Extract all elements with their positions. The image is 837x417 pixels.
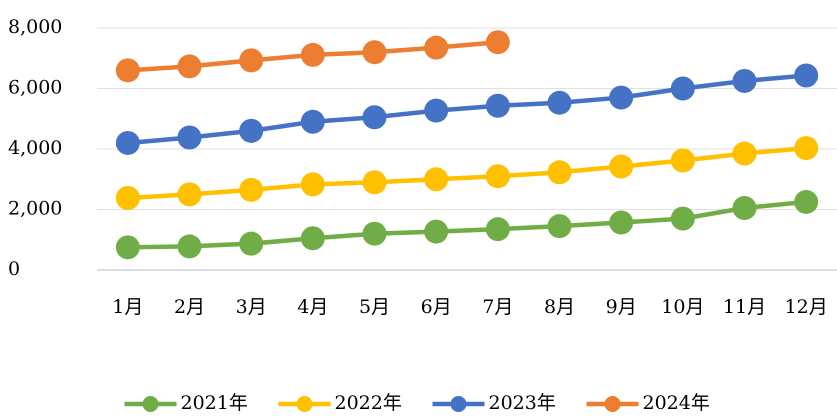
data-point bbox=[300, 42, 325, 67]
data-point bbox=[424, 35, 449, 60]
data-point bbox=[115, 58, 140, 83]
data-point bbox=[177, 54, 202, 79]
legend-label: 2021年 bbox=[181, 392, 248, 414]
data-point bbox=[362, 40, 387, 65]
data-point bbox=[115, 130, 140, 155]
data-point bbox=[485, 164, 510, 189]
x-tick-label: 9月 bbox=[606, 296, 637, 318]
legend-marker bbox=[296, 396, 313, 412]
data-point bbox=[300, 226, 325, 251]
legend-marker bbox=[142, 396, 159, 412]
y-tick-label: 0 bbox=[8, 258, 20, 280]
x-tick-label: 7月 bbox=[482, 296, 513, 318]
data-point bbox=[732, 141, 757, 166]
x-tick-label: 5月 bbox=[359, 296, 390, 318]
data-point bbox=[794, 63, 819, 88]
data-point bbox=[732, 195, 757, 220]
series-line bbox=[127, 199, 807, 250]
data-point bbox=[485, 217, 510, 242]
data-point bbox=[239, 48, 264, 73]
data-point bbox=[239, 231, 264, 256]
data-point bbox=[670, 76, 695, 101]
data-point bbox=[300, 109, 325, 134]
y-tick-label: 4,000 bbox=[8, 137, 62, 159]
legend-marker bbox=[450, 396, 467, 412]
data-point bbox=[362, 105, 387, 130]
data-point bbox=[177, 234, 202, 259]
data-point bbox=[609, 210, 634, 235]
data-point bbox=[115, 235, 140, 260]
data-point bbox=[670, 206, 695, 231]
data-point bbox=[794, 189, 819, 214]
data-point bbox=[177, 182, 202, 207]
x-tick-label: 6月 bbox=[421, 296, 452, 318]
x-tick-label: 2月 bbox=[174, 296, 205, 318]
data-point bbox=[362, 221, 387, 246]
x-tick-label: 12月 bbox=[785, 296, 828, 318]
data-point bbox=[794, 136, 819, 161]
data-point bbox=[609, 154, 634, 179]
series-line bbox=[127, 73, 807, 146]
data-point bbox=[362, 170, 387, 195]
y-tick-label: 2,000 bbox=[8, 198, 62, 220]
x-tick-label: 4月 bbox=[297, 296, 328, 318]
data-point bbox=[670, 148, 695, 173]
legend-marker bbox=[604, 396, 621, 412]
series-line bbox=[127, 145, 807, 201]
data-point bbox=[424, 98, 449, 123]
data-point bbox=[609, 85, 634, 110]
data-point bbox=[732, 68, 757, 93]
data-point bbox=[424, 167, 449, 192]
legend-label: 2022年 bbox=[335, 392, 402, 414]
x-tick-label: 11月 bbox=[723, 296, 766, 318]
data-point bbox=[547, 160, 572, 185]
data-point bbox=[300, 172, 325, 197]
x-tick-label: 10月 bbox=[661, 296, 704, 318]
legend-label: 2023年 bbox=[489, 392, 556, 414]
data-point bbox=[239, 177, 264, 202]
data-point bbox=[485, 30, 510, 55]
data-point bbox=[547, 214, 572, 239]
x-tick-label: 3月 bbox=[236, 296, 267, 318]
data-point bbox=[177, 125, 202, 150]
data-point bbox=[115, 186, 140, 211]
data-point bbox=[485, 93, 510, 118]
y-tick-label: 6,000 bbox=[8, 77, 62, 99]
legend-label: 2024年 bbox=[643, 392, 710, 414]
y-tick-label: 8,000 bbox=[8, 16, 62, 38]
data-point bbox=[424, 219, 449, 244]
data-point bbox=[547, 90, 572, 115]
x-tick-label: 8月 bbox=[544, 296, 575, 318]
data-point bbox=[239, 118, 264, 143]
x-tick-label: 1月 bbox=[112, 296, 143, 318]
